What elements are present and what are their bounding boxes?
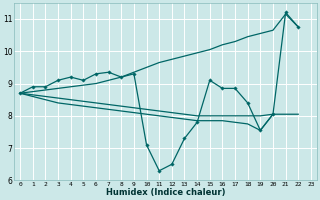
- X-axis label: Humidex (Indice chaleur): Humidex (Indice chaleur): [106, 188, 225, 197]
